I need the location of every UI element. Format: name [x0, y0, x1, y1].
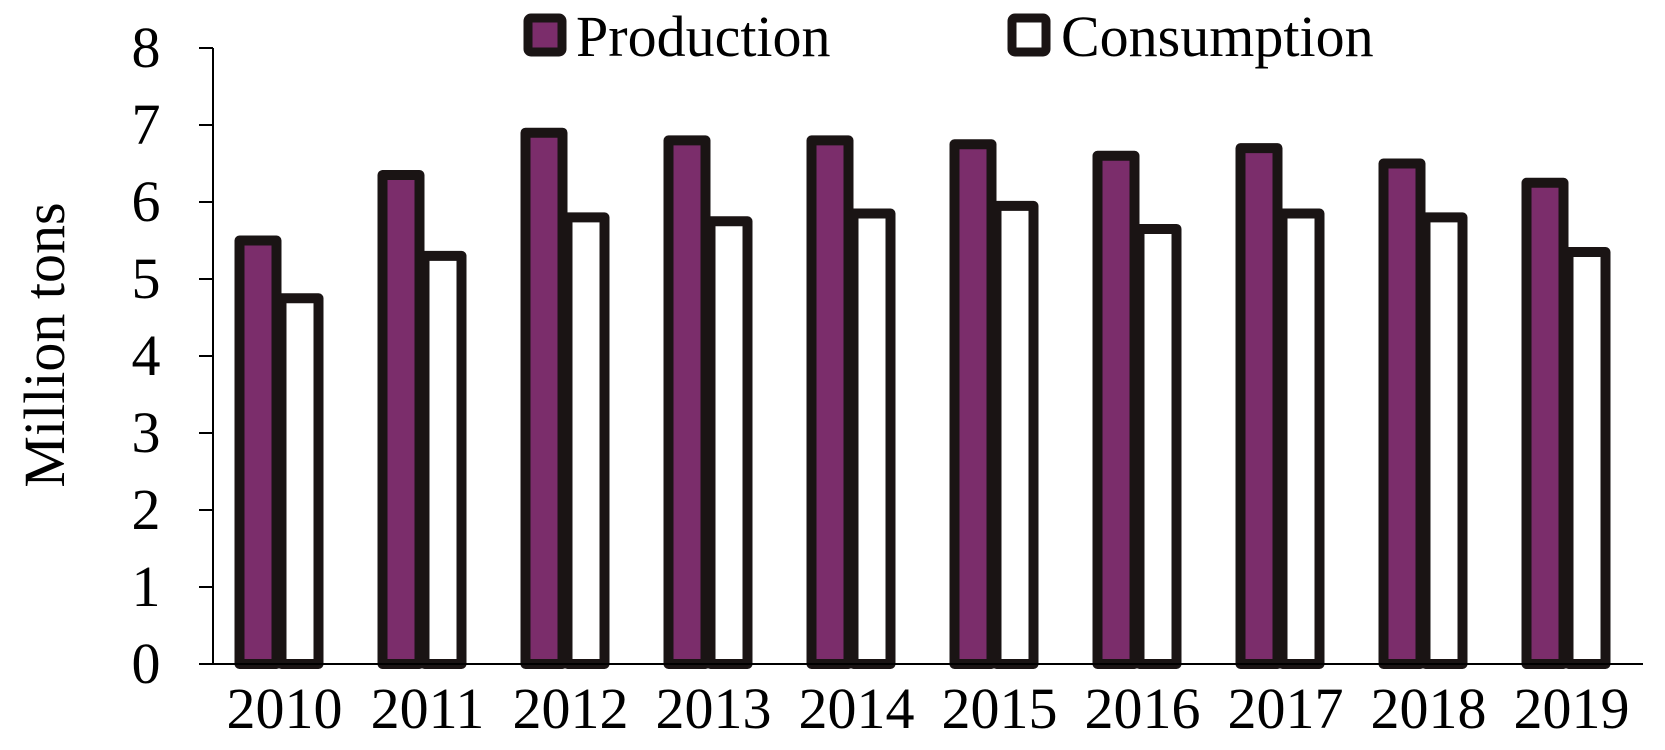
bar-consumption-2014: [848, 208, 896, 670]
x-axis-ticks: 2010 2011 2012 2013 2014 2015 2016 2017 2018 2019: [227, 676, 1630, 741]
x-tick-label: 2018: [1371, 676, 1487, 741]
y-tick-label: 7: [132, 92, 161, 157]
bar-consumption-2017: [1277, 208, 1325, 670]
legend-label-consumption: Consumption: [1061, 4, 1374, 69]
bar-consumption-2010: [276, 293, 324, 669]
bar-production-2011: [377, 170, 425, 670]
bar-consumption-2015: [991, 200, 1039, 669]
legend-swatch-consumption: [1007, 13, 1051, 57]
x-tick-label: 2017: [1228, 676, 1344, 741]
x-tick-label: 2016: [1085, 676, 1201, 741]
bar-consumption-2018: [1420, 212, 1468, 669]
legend-label-production: Production: [576, 4, 831, 69]
bar-production-2018: [1378, 158, 1426, 669]
bars: [234, 127, 1611, 670]
bar-consumption-2012: [562, 212, 610, 669]
x-tick-label: 2014: [799, 676, 915, 741]
x-tick-label: 2010: [227, 676, 343, 741]
bar-consumption-2011: [419, 250, 467, 669]
bar-production-2019: [1521, 177, 1569, 669]
bar-production-2010: [234, 235, 282, 669]
bar-production-2012: [520, 127, 568, 669]
legend-swatch-production: [523, 13, 567, 57]
bar-consumption-2013: [705, 216, 753, 669]
bar-consumption-2016: [1134, 223, 1182, 669]
x-tick-label: 2019: [1514, 676, 1630, 741]
y-tick-label: 2: [132, 477, 161, 542]
y-tick-label: 0: [132, 631, 161, 696]
legend: Production Consumption: [523, 4, 1374, 69]
bar-production-2013: [663, 135, 711, 669]
bar-production-2015: [949, 139, 997, 669]
bar-production-2016: [1092, 150, 1140, 670]
y-tick-label: 3: [132, 400, 161, 465]
bar-production-2014: [806, 135, 854, 669]
bar-production-2017: [1235, 143, 1283, 670]
x-tick-label: 2011: [371, 676, 485, 741]
bar-consumption-2019: [1563, 247, 1611, 670]
y-axis-ticks: 0 1 2 3 4 5 6 7 8: [132, 15, 213, 696]
x-tick-label: 2015: [942, 676, 1058, 741]
y-tick-label: 6: [132, 169, 161, 234]
y-tick-label: 8: [132, 15, 161, 80]
y-tick-label: 5: [132, 246, 161, 311]
x-tick-label: 2013: [656, 676, 772, 741]
x-tick-label: 2012: [513, 676, 629, 741]
y-tick-label: 4: [132, 323, 161, 388]
y-axis-title: Million tons: [12, 202, 77, 487]
y-tick-label: 1: [132, 554, 161, 619]
